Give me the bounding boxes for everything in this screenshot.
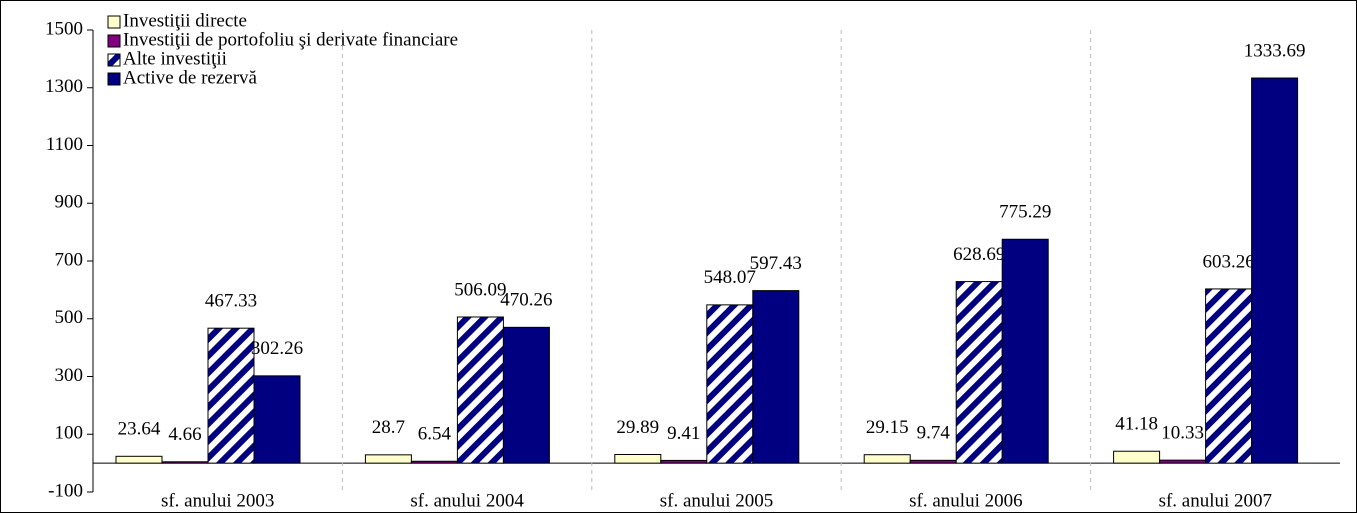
bar xyxy=(752,290,800,464)
data-label: 597.43 xyxy=(750,253,802,274)
bar xyxy=(115,455,163,464)
bar xyxy=(161,461,209,464)
data-label: 467.33 xyxy=(205,291,257,312)
data-label: 302.26 xyxy=(251,338,303,359)
data-label: 628.69 xyxy=(953,244,1005,265)
bar xyxy=(410,460,458,464)
data-label: 548.07 xyxy=(704,267,756,288)
legend-swatch xyxy=(107,15,121,29)
y-tick-label: 1100 xyxy=(46,134,83,155)
bar xyxy=(456,316,504,464)
legend-label: Alte investiţii xyxy=(123,48,227,69)
data-label: 29.89 xyxy=(616,417,659,438)
bar xyxy=(863,454,911,464)
bar xyxy=(207,327,255,464)
data-label: 28.7 xyxy=(372,417,405,438)
data-label: 6.54 xyxy=(418,424,452,445)
x-tick-label: sf. anului 2007 xyxy=(1159,490,1272,511)
bar xyxy=(1113,450,1161,464)
data-label: 10.33 xyxy=(1161,423,1204,444)
bar xyxy=(955,281,1003,464)
y-tick-label: 900 xyxy=(55,192,84,213)
bar xyxy=(364,454,412,464)
data-label: 9.41 xyxy=(667,423,700,444)
y-tick-label: 700 xyxy=(55,249,84,270)
y-tick-label: 1500 xyxy=(45,18,83,39)
bar xyxy=(502,326,550,464)
data-label: 4.66 xyxy=(168,424,201,445)
bar xyxy=(660,459,708,464)
x-tick-label: sf. anului 2004 xyxy=(410,490,524,511)
data-label: 506.09 xyxy=(454,279,506,300)
data-label: 1333.69 xyxy=(1244,40,1306,61)
bar xyxy=(706,304,754,464)
legend-label: Investiţii de portofoliu şi derivate fin… xyxy=(123,29,458,50)
legend-label: Active de rezervă xyxy=(123,67,258,88)
y-tick-label: 500 xyxy=(55,307,84,328)
y-tick-label: 300 xyxy=(55,365,84,386)
data-label: 775.29 xyxy=(999,202,1051,223)
legend-swatch xyxy=(107,53,121,67)
legend-swatch xyxy=(107,34,121,48)
bar xyxy=(1205,288,1253,464)
x-tick-label: sf. anului 2005 xyxy=(660,490,773,511)
y-tick-label: 100 xyxy=(55,423,84,444)
bar xyxy=(909,459,957,464)
legend-swatch xyxy=(107,72,121,86)
data-label: 9.74 xyxy=(917,423,951,444)
bar xyxy=(1251,77,1299,464)
bar xyxy=(1159,459,1207,464)
y-tick-label: 1300 xyxy=(45,76,83,97)
data-label: 23.64 xyxy=(118,419,161,440)
data-label: 603.26 xyxy=(1202,251,1254,272)
data-label: 41.18 xyxy=(1115,414,1158,435)
bar xyxy=(1001,238,1049,464)
data-label: 470.26 xyxy=(500,290,552,311)
data-label: 29.15 xyxy=(866,417,909,438)
bar xyxy=(614,453,662,464)
legend-label: Investiţii directe xyxy=(123,10,247,31)
x-tick-label: sf. anului 2006 xyxy=(909,490,1022,511)
y-tick-label: -100 xyxy=(48,480,83,501)
bar xyxy=(253,375,301,464)
x-tick-label: sf. anului 2003 xyxy=(161,490,274,511)
